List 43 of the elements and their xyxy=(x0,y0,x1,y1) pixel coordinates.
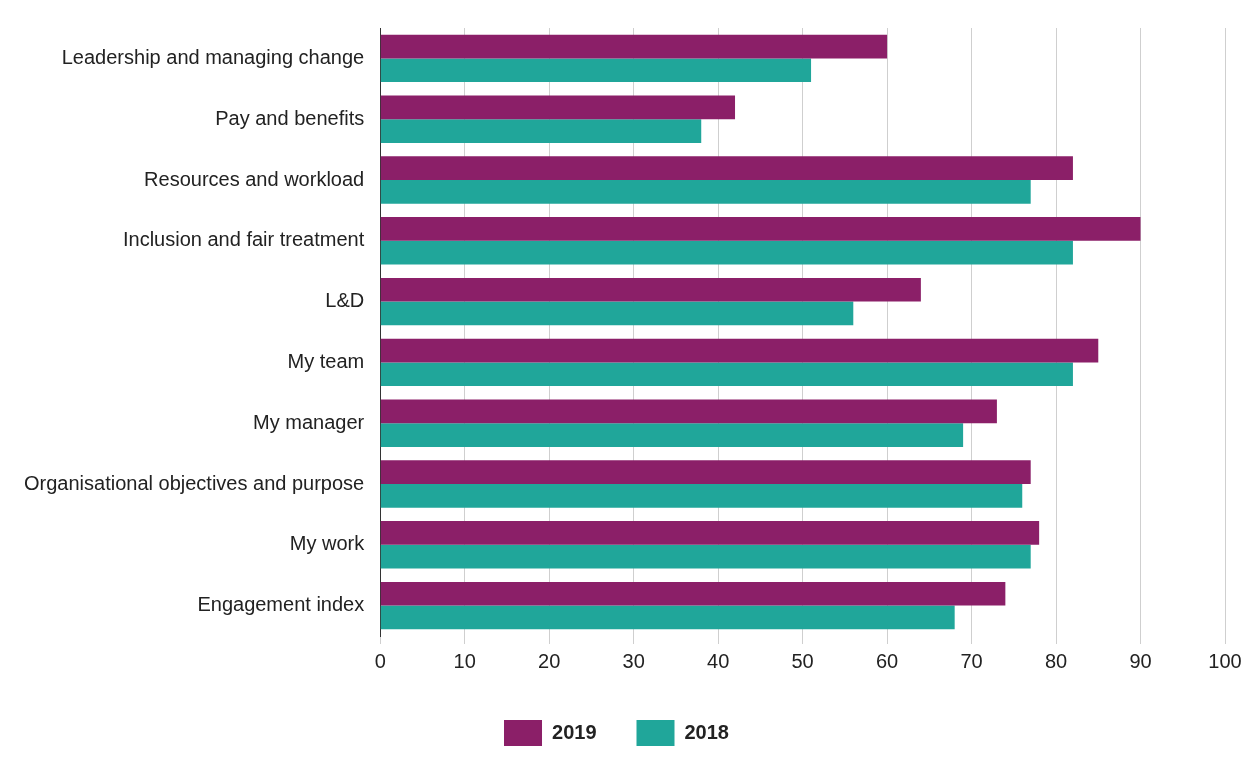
y-tick-label: L&D xyxy=(325,289,365,312)
bar xyxy=(380,605,955,630)
bar xyxy=(380,156,1073,180)
x-tick-label: 20 xyxy=(538,649,561,672)
legend-label: 2019 xyxy=(552,720,597,743)
y-tick-label: Pay and benefits xyxy=(215,106,365,129)
x-tick-label: 50 xyxy=(791,649,814,672)
x-tick-label: 10 xyxy=(453,649,476,672)
bar xyxy=(380,460,1031,484)
bar xyxy=(380,423,964,447)
bar xyxy=(380,58,812,83)
x-tick-label: 40 xyxy=(707,649,730,672)
bar xyxy=(380,399,997,424)
y-tick-label: My team xyxy=(287,349,365,372)
bar xyxy=(380,484,1023,508)
bar xyxy=(380,119,702,143)
bar xyxy=(380,581,1006,606)
y-tick-label: Resources and workload xyxy=(144,167,365,190)
y-tick-label: Inclusion and fair treatment xyxy=(122,228,365,251)
bar xyxy=(380,240,1073,265)
x-tick-label: 70 xyxy=(960,649,983,672)
y-tick-label: My work xyxy=(289,532,366,555)
x-tick-label: 0 xyxy=(374,649,386,672)
bar xyxy=(380,34,888,59)
bar xyxy=(380,362,1073,387)
legend-label: 2018 xyxy=(684,720,729,743)
x-tick-label: 90 xyxy=(1129,649,1152,672)
y-tick-label: Engagement index xyxy=(197,593,365,616)
bar xyxy=(380,217,1141,241)
bar xyxy=(380,338,1099,363)
bar xyxy=(380,95,736,120)
y-tick-label: Leadership and managing change xyxy=(61,45,365,68)
x-tick-label: 100 xyxy=(1208,649,1242,672)
y-tick-label: Organisational objectives and purpose xyxy=(24,471,365,494)
bar xyxy=(380,180,1031,204)
bar xyxy=(380,544,1031,569)
x-tick-label: 30 xyxy=(622,649,645,672)
x-tick-label: 80 xyxy=(1044,649,1068,672)
x-tick-label: 60 xyxy=(875,649,899,672)
bar xyxy=(380,301,854,326)
y-tick-label: My manager xyxy=(253,410,365,433)
bar xyxy=(380,277,921,302)
bar xyxy=(380,521,1040,545)
